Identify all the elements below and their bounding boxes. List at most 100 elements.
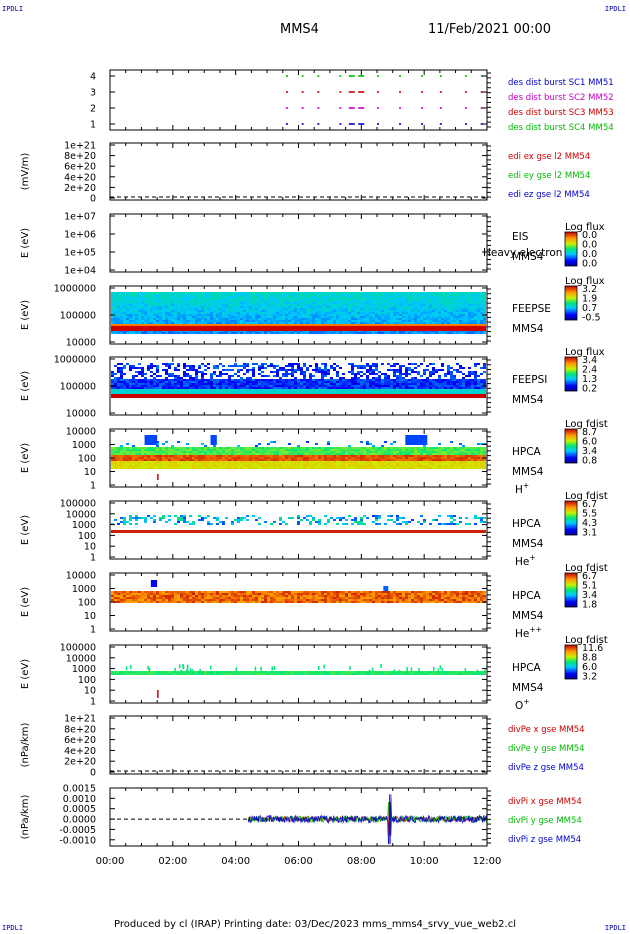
- heatmap-cell: [258, 379, 261, 381]
- heatmap-cell: [450, 308, 453, 310]
- heatmap-cell: [465, 304, 468, 306]
- heatmap-cell: [159, 292, 162, 294]
- heatmap-cell: [114, 308, 117, 310]
- heatmap-cell: [402, 332, 405, 334]
- heatmap-cell: [258, 318, 261, 320]
- heatmap-cell: [417, 304, 420, 306]
- heatmap-cell: [222, 373, 225, 375]
- heatmap-cell: [351, 391, 354, 393]
- heatmap-cell: [183, 385, 186, 387]
- heatmap-cell: [450, 316, 453, 318]
- heatmap-cell: [411, 308, 414, 310]
- legend-entry: edi ex gse l2 MM54: [508, 152, 590, 162]
- heatmap-cell: [264, 308, 267, 310]
- heatmap-cell: [405, 375, 408, 377]
- heatmap-cell: [219, 373, 222, 375]
- heatmap-cell: [246, 310, 249, 312]
- heatmap-cell: [246, 369, 249, 371]
- heatmap-cell: [213, 302, 216, 304]
- heatmap-cell: [261, 367, 264, 369]
- heatmap-cell: [216, 375, 219, 377]
- heatmap-cell: [468, 314, 471, 316]
- heatmap-cell: [378, 296, 381, 298]
- heatmap-cell: [399, 332, 402, 334]
- heatmap-cell: [204, 373, 207, 375]
- heatmap-cell: [405, 322, 408, 324]
- heatmap-cell: [147, 306, 150, 308]
- heatmap-cell: [237, 320, 240, 322]
- heatmap-cell: [327, 314, 330, 316]
- heatmap-cell: [360, 375, 363, 377]
- heatmap-cell: [432, 367, 435, 369]
- heatmap-cell: [333, 304, 336, 306]
- heatmap-cell: [363, 322, 366, 324]
- heatmap-cell: [267, 306, 270, 308]
- burst-marker: [339, 75, 342, 77]
- heatmap-cell: [249, 300, 252, 302]
- heatmap-cell: [402, 294, 405, 296]
- heatmap-cell: [393, 387, 396, 389]
- heatmap-cell: [471, 312, 474, 314]
- heatmap-cell: [453, 298, 456, 300]
- heatmap-cell: [129, 389, 132, 391]
- heatmap-cell: [177, 377, 180, 379]
- heatmap-cell: [177, 379, 180, 381]
- heatmap-cell: [459, 322, 462, 324]
- heatmap-band: [111, 394, 486, 398]
- heatmap-cell: [192, 298, 195, 300]
- heatmap-cell: [306, 320, 309, 322]
- heatmap-cell: [372, 379, 375, 381]
- heatmap-cell: [366, 389, 369, 391]
- heatmap-cell: [381, 391, 384, 393]
- heatmap-cell: [141, 379, 144, 381]
- heatmap-cell: [342, 306, 345, 308]
- heatmap-cell: [228, 308, 231, 310]
- heatmap-cell: [279, 387, 282, 389]
- heatmap-cell: [159, 389, 162, 391]
- heatmap-cell: [333, 312, 336, 314]
- heatmap-cell: [384, 300, 387, 302]
- heatmap-cell: [282, 387, 285, 389]
- heatmap-cell: [267, 294, 270, 296]
- heatmap-cell: [126, 318, 129, 320]
- heatmap-cell: [339, 316, 342, 318]
- heatmap-cell: [144, 385, 147, 387]
- heatmap-cell: [207, 385, 210, 387]
- heatmap-cell: [111, 383, 114, 385]
- heatmap-cell: [321, 363, 324, 365]
- heatmap-cell: [120, 377, 123, 379]
- heatmap-cell: [114, 463, 117, 465]
- heatmap-cell: [369, 381, 372, 383]
- heatmap-cell: [123, 449, 126, 451]
- heatmap-cell: [330, 302, 333, 304]
- heatmap-cell: [360, 300, 363, 302]
- heatmap-cell: [438, 377, 441, 379]
- heatmap-cell: [375, 292, 378, 294]
- heatmap-cell: [195, 296, 198, 298]
- heatmap-cell: [249, 322, 252, 324]
- heatmap-cell: [249, 385, 252, 387]
- heatmap-cell: [441, 381, 444, 383]
- heatmap-cell: [297, 312, 300, 314]
- heatmap-cell: [240, 322, 243, 324]
- heatmap-cell: [309, 322, 312, 324]
- heatmap-cell: [441, 292, 444, 294]
- heatmap-cell: [120, 381, 123, 383]
- y-tick-label: 1e+04: [64, 266, 96, 277]
- heatmap-cell: [219, 302, 222, 304]
- heatmap-cell: [477, 320, 480, 322]
- heatmap-cell: [243, 391, 246, 393]
- heatmap-cell: [273, 371, 276, 373]
- heatmap-cell: [276, 300, 279, 302]
- heatmap-cell: [432, 389, 435, 391]
- heatmap-cell: [189, 367, 192, 369]
- heatmap-cell: [117, 385, 120, 387]
- heatmap-cell: [123, 322, 126, 324]
- heatmap-cell: [114, 457, 117, 459]
- heatmap-cell: [303, 314, 306, 316]
- heatmap-cell: [144, 465, 147, 467]
- heatmap-cell: [258, 314, 261, 316]
- heatmap-cell: [396, 322, 399, 324]
- heatmap-cell: [432, 306, 435, 308]
- heatmap-cell: [192, 391, 195, 393]
